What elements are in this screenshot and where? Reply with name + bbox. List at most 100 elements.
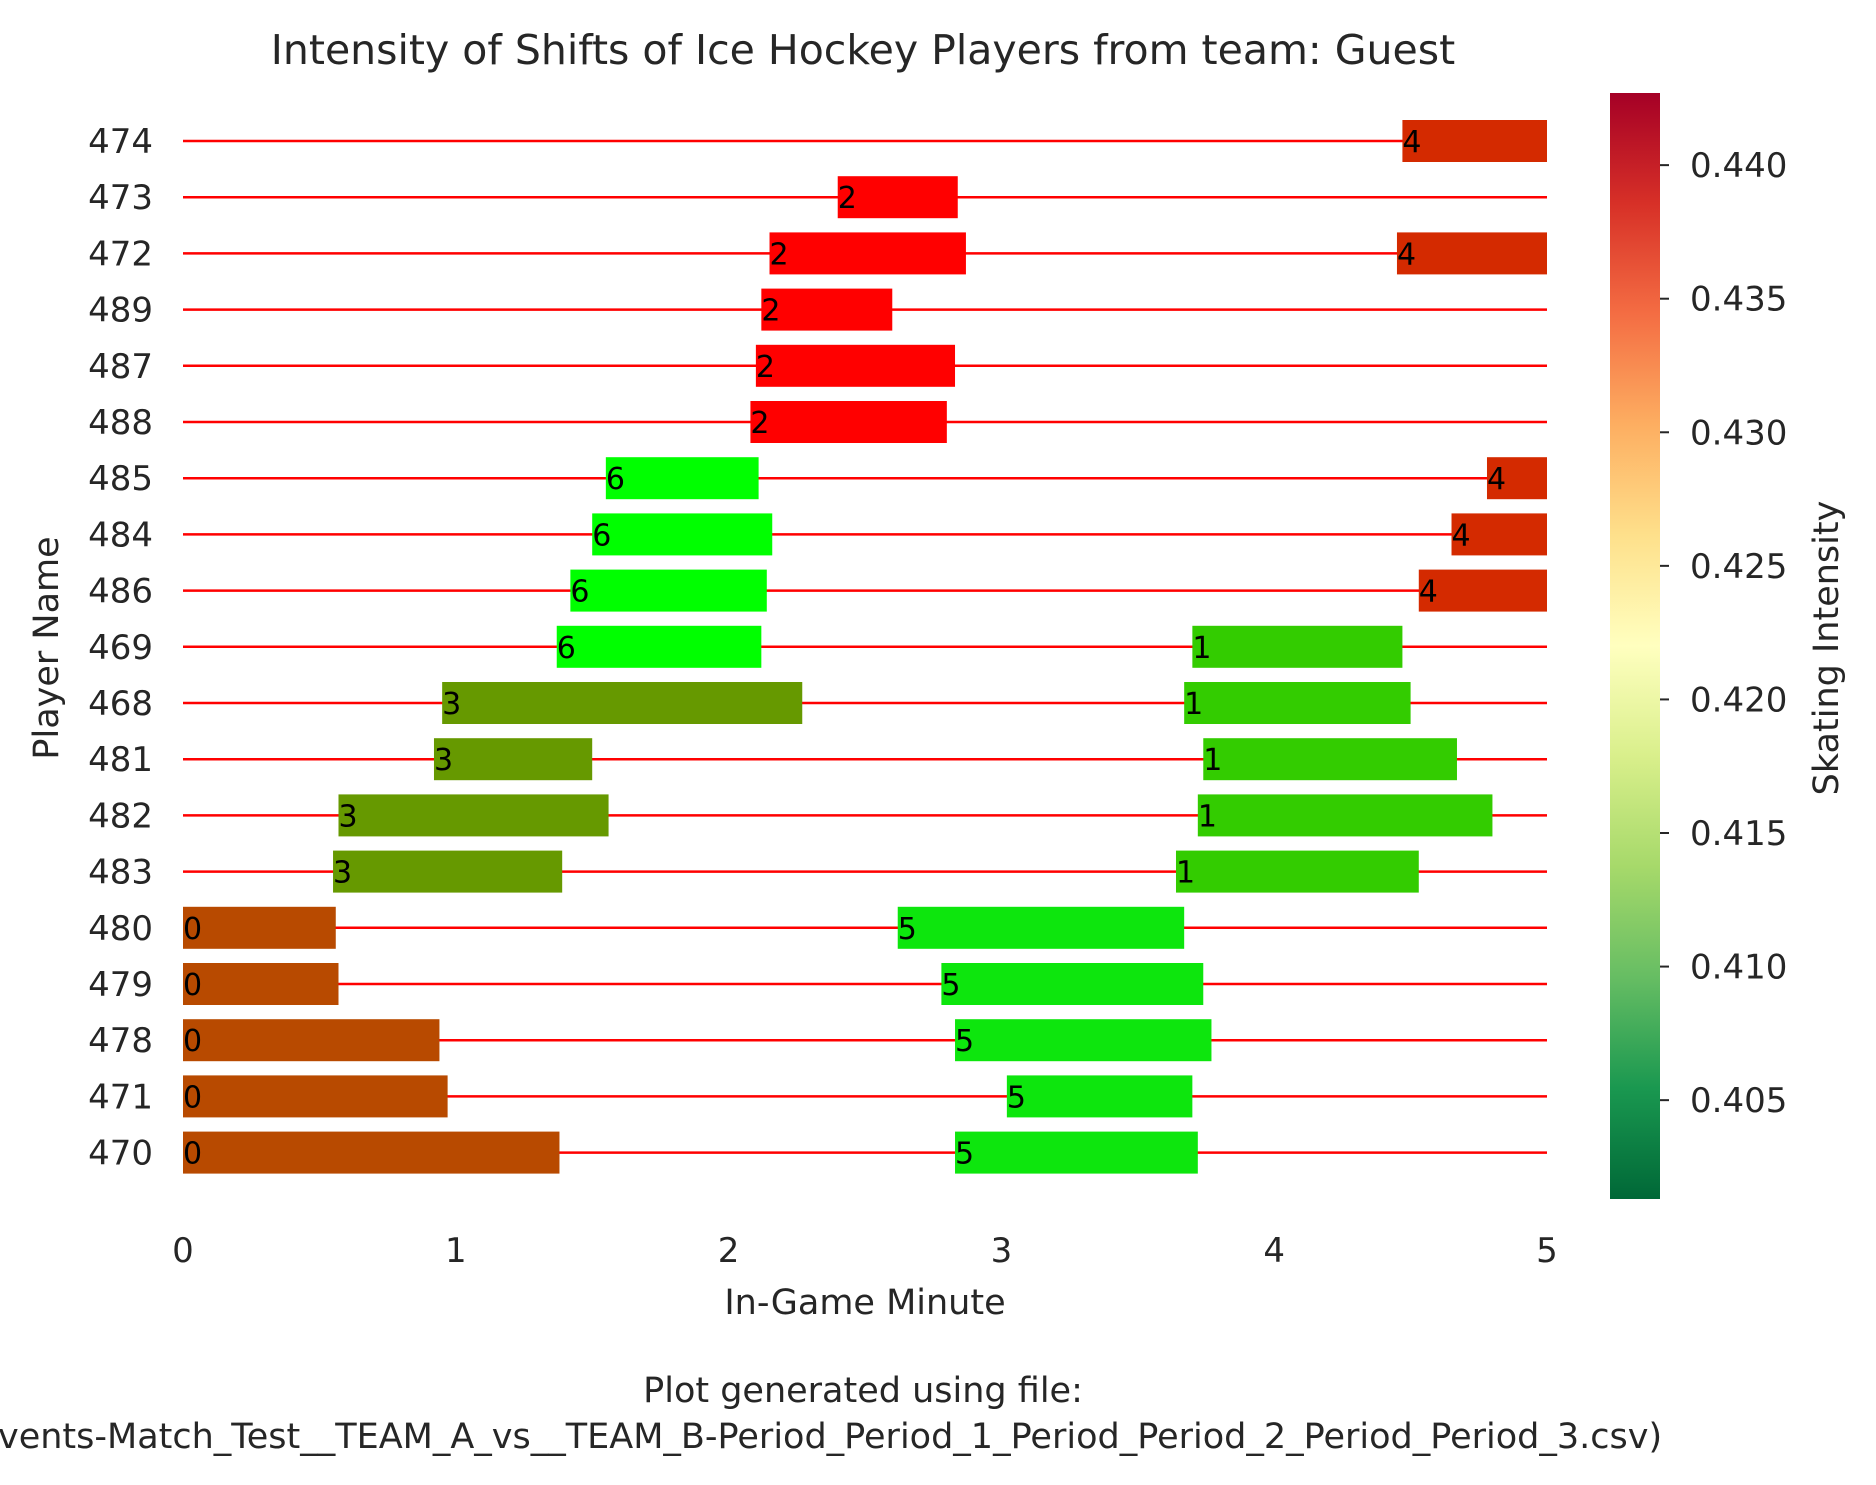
x-axis-ticks: 0 1 2 3 4 5 (172, 1231, 1558, 1271)
shift-bar (1175, 850, 1419, 893)
y-tick-label: 481 (88, 740, 153, 780)
shift-bar-label: 2 (761, 294, 780, 329)
colorbar-tick-label: 0.425 (1690, 547, 1787, 587)
shift-bar-label: 6 (592, 518, 611, 553)
y-tick-label: 480 (88, 909, 153, 949)
shift-bar (442, 682, 803, 724)
shift-bar-label: 3 (338, 799, 357, 834)
y-tick-label: 469 (88, 628, 153, 668)
shift-bar (1418, 569, 1547, 612)
shift-bar (1402, 120, 1547, 162)
shift-bar (837, 176, 958, 219)
shift-bar-label: 1 (1203, 743, 1222, 778)
shift-bar-label: 5 (955, 1024, 974, 1059)
shift-bar-label: 1 (1176, 856, 1195, 891)
shift-bar-label: 6 (606, 462, 625, 497)
shift-bar (183, 1075, 448, 1118)
y-tick-label: 474 (88, 122, 153, 162)
footnote-line1: Plot generated using file: (643, 1371, 1083, 1411)
y-tick-label: 485 (88, 459, 153, 499)
plot-area: 474 473 472 489 487 488 485 484 486 469 468 481 482 4… (88, 120, 1547, 1174)
shift-bar (1006, 1075, 1193, 1118)
shift-bar (1203, 738, 1457, 781)
shift-bar-label: 3 (434, 743, 453, 778)
shift-bar (605, 457, 759, 500)
shift-bar (955, 1131, 1198, 1174)
shift-bar-label: 1 (1184, 687, 1203, 722)
shift-bar-label: 4 (1397, 237, 1416, 272)
colorbar-tick-label: 0.430 (1690, 413, 1787, 453)
shift-bar-label: 2 (756, 350, 775, 385)
shift-bar (769, 232, 966, 275)
shift-bar (592, 513, 773, 556)
shift-bar (433, 738, 593, 781)
y-tick-label: 487 (88, 347, 153, 387)
shift-bar (941, 963, 1204, 1005)
shift-bar-label: 3 (442, 687, 461, 722)
shift-bar-label: 5 (941, 968, 960, 1003)
shift-bar (1486, 457, 1547, 500)
shift-bar (338, 794, 609, 837)
y-tick-label: 489 (88, 291, 153, 331)
chart-title: Intensity of Shifts of Ice Hockey Player… (271, 26, 1455, 74)
shift-bar-label: 4 (1402, 125, 1421, 160)
y-tick-label: 483 (88, 853, 153, 893)
x-tick-label: 5 (1536, 1231, 1558, 1271)
shift-bar-label: 4 (1487, 462, 1506, 497)
shift-bar-label: 0 (183, 1080, 202, 1115)
shift-bar (1197, 794, 1493, 837)
shift-bar-label: 2 (750, 406, 769, 441)
colorbar-gradient (1610, 93, 1660, 1199)
x-tick-label: 3 (991, 1231, 1013, 1271)
shift-bar-label: 4 (1452, 518, 1471, 553)
shift-bar (1396, 232, 1547, 275)
y-tick-label: 473 (88, 178, 153, 218)
shift-bar (755, 344, 956, 387)
colorbar-label: Skating Intensity (1807, 501, 1847, 796)
shift-bar-label: 1 (1192, 631, 1211, 666)
shift-bar-label: 0 (183, 1024, 202, 1059)
y-tick-label: 471 (88, 1077, 153, 1117)
shift-bar (761, 288, 893, 331)
shift-bar-label: 0 (183, 912, 202, 947)
shift-bar-label: 6 (570, 575, 589, 610)
shift-bar-label: 5 (898, 912, 917, 947)
colorbar-tick-label: 0.435 (1690, 280, 1787, 320)
colorbar-tick-label: 0.420 (1690, 680, 1787, 720)
shift-bar (183, 963, 339, 1005)
colorbar-tick-label: 0.410 (1690, 948, 1787, 988)
shift-bar (333, 850, 563, 893)
y-tick-label: 468 (88, 684, 153, 724)
shift-bar (570, 569, 767, 612)
shift-bar (897, 906, 1185, 949)
shift-bar (1192, 625, 1403, 668)
shift-bar (556, 625, 762, 668)
y-tick-label: 482 (88, 796, 153, 836)
shift-bar (183, 1019, 440, 1062)
shift-bar-label: 2 (770, 237, 789, 272)
y-tick-label: 478 (88, 1021, 153, 1061)
y-tick-label: 486 (88, 572, 153, 612)
shift-bar (750, 401, 947, 443)
shift-bar-label: 5 (955, 1137, 974, 1172)
shift-bar-label: 0 (183, 1137, 202, 1172)
x-tick-label: 1 (445, 1231, 467, 1271)
footnote-line2: vents-Match_Test__TEAM_A_vs__TEAM_B-Peri… (0, 1417, 1662, 1457)
x-tick-label: 2 (718, 1231, 740, 1271)
shift-bar (1184, 682, 1411, 724)
y-tick-label: 472 (88, 234, 153, 274)
colorbar-tick-label: 0.415 (1690, 814, 1787, 854)
shift-bar-label: 1 (1198, 799, 1217, 834)
colorbar-ticks: 0.405 0.410 0.415 0.420 0.425 0.430 0.435 0.440 (1660, 146, 1787, 1121)
y-axis-label: Player Name (27, 536, 67, 759)
y-tick-label: 488 (88, 403, 153, 443)
shift-bar-label: 4 (1419, 575, 1438, 610)
y-tick-label: 484 (88, 515, 153, 555)
x-tick-label: 0 (172, 1231, 194, 1271)
shift-bar-label: 5 (1007, 1080, 1026, 1115)
shift-bar-label: 3 (333, 856, 352, 891)
shift-bar (183, 1131, 560, 1174)
colorbar-tick-label: 0.440 (1690, 146, 1787, 186)
x-tick-label: 4 (1263, 1231, 1285, 1271)
